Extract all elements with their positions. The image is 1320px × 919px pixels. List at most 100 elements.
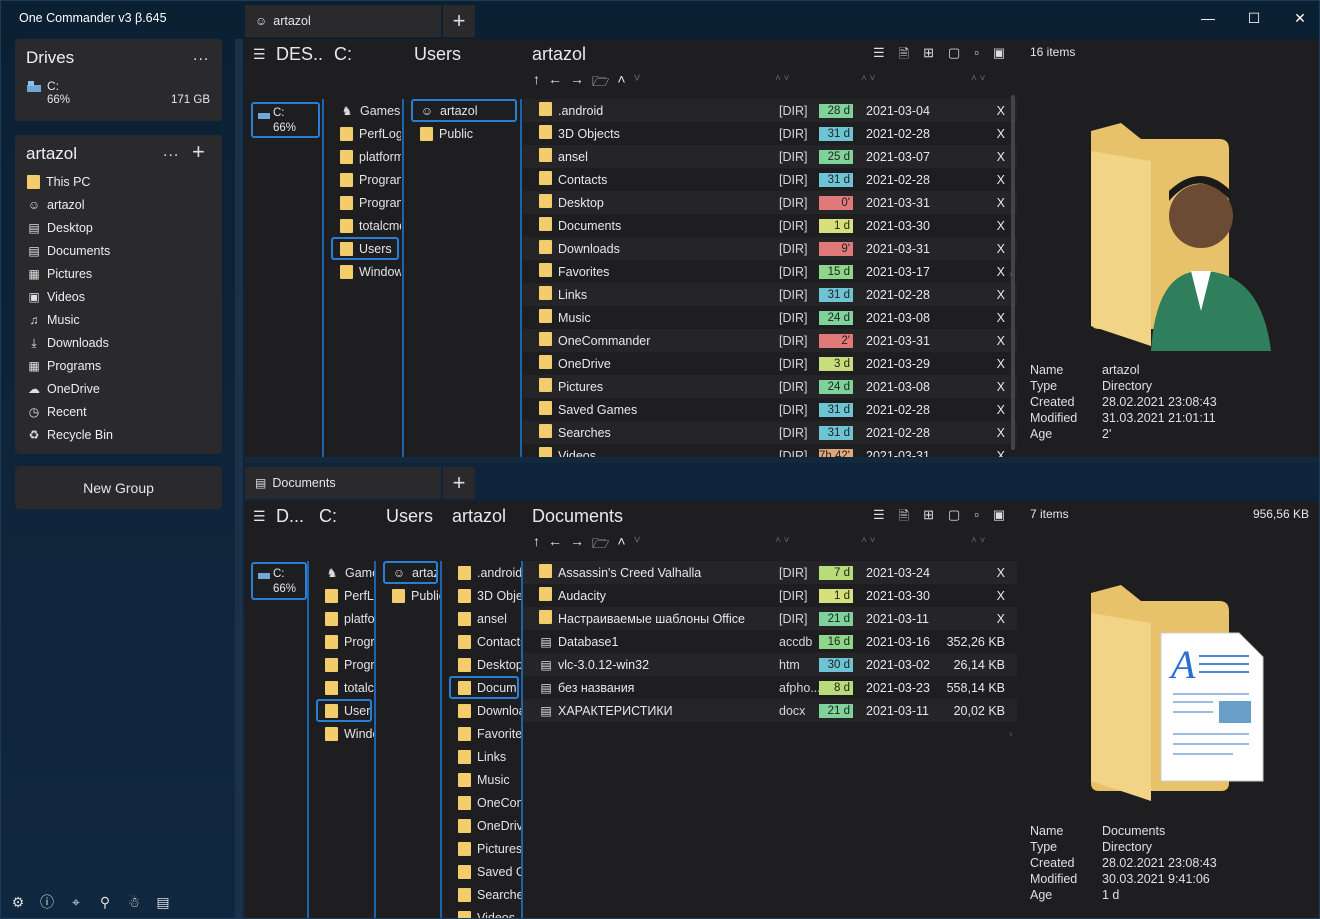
column-item[interactable]: ☺ artazol	[383, 561, 438, 584]
column-item[interactable]: Favorites	[449, 722, 521, 745]
column-item[interactable]: Program	[331, 191, 401, 214]
group-more-button[interactable]: ...	[163, 143, 180, 160]
file-row[interactable]: ▤ vlc-3.0.12-win32 htm 30 d 2021-03-02 26,14 …	[523, 653, 1017, 676]
file-row[interactable]: .android [DIR] 28 d 2021-03-04 X	[523, 99, 1017, 122]
file-row[interactable]: OneDrive [DIR] 3 d 2021-03-29 X	[523, 352, 1017, 375]
column-item[interactable]: Public	[383, 584, 440, 607]
column-item[interactable]: .android	[449, 561, 521, 584]
comment-icon[interactable]: ▫	[974, 507, 979, 522]
clipboard-icon[interactable]: ▣	[992, 45, 1006, 60]
close-button[interactable]: ✕	[1294, 9, 1306, 26]
file-row[interactable]: 3D Objects [DIR] 31 d 2021-02-28 X	[523, 122, 1017, 145]
column-item[interactable]: PerfLogs	[331, 122, 401, 145]
column-item[interactable]: PerfLogs	[316, 584, 374, 607]
group-item[interactable]: ▦ Pictures	[15, 262, 222, 285]
file-row[interactable]: Searches [DIR] 31 d 2021-02-28 X	[523, 421, 1017, 444]
hamburger-icon[interactable]: ☰	[253, 508, 266, 524]
group-item[interactable]: This PC	[15, 170, 222, 193]
clipboard-icon[interactable]: ▣	[992, 507, 1006, 522]
file-row[interactable]: Pictures [DIR] 24 d 2021-03-08 X	[523, 375, 1017, 398]
column-item[interactable]: 3D Objects	[449, 584, 521, 607]
file-row[interactable]: Favorites [DIR] 15 d 2021-03-17 X	[523, 260, 1017, 283]
drive-c[interactable]: C: 66% 171 GB	[27, 79, 212, 110]
column-item[interactable]: Desktop	[449, 653, 521, 676]
file-row[interactable]: Assassin's Creed Valhalla [DIR] 7 d 2021-03…	[523, 561, 1017, 584]
sort-down-icon[interactable]: ˅	[633, 71, 641, 85]
column-item[interactable]: Program	[316, 653, 374, 676]
file-row[interactable]: Downloads [DIR] 9' 2021-03-31 X	[523, 237, 1017, 260]
file-row[interactable]: ▤ Database1 accdb 16 d 2021-03-16 352,26 KB	[523, 630, 1017, 653]
column-item[interactable]: OneCommander	[449, 791, 521, 814]
group-item[interactable]: ▣ Videos	[15, 285, 222, 308]
column-item[interactable]: Program	[331, 168, 401, 191]
details-view-icon[interactable]: ☰	[873, 45, 885, 60]
search-icon[interactable]: ⚲	[99, 893, 111, 910]
file-row[interactable]: Links [DIR] 31 d 2021-02-28 X	[523, 283, 1017, 306]
group-item[interactable]: ♻ Recycle Bin	[15, 423, 222, 446]
drives-more-button[interactable]: ...	[193, 47, 210, 64]
column-item[interactable]: Saved Games	[449, 860, 521, 883]
minimize-button[interactable]: —	[1201, 10, 1215, 26]
group-item[interactable]: ⤓ Downloads	[15, 331, 222, 354]
settings-icon[interactable]: ⚙	[11, 893, 25, 910]
splitter-arrow-icon[interactable]: ›	[1009, 729, 1013, 740]
file-row[interactable]: Desktop [DIR] 0' 2021-03-31 X	[523, 191, 1017, 214]
comment-icon[interactable]: ▫	[974, 45, 979, 60]
tab-documents[interactable]: ▤ Documents	[245, 467, 441, 499]
forward-arrow-icon[interactable]: →	[570, 71, 584, 87]
add-tab-button[interactable]: +	[443, 5, 475, 37]
file-row[interactable]: ansel [DIR] 25 d 2021-03-07 X	[523, 145, 1017, 168]
scrollbar[interactable]	[1011, 95, 1015, 450]
type-sort-hint[interactable]: ˄ ˅	[775, 535, 790, 546]
group-item[interactable]: ▤ Documents	[15, 239, 222, 262]
column-item[interactable]: ♞ Games	[331, 99, 401, 122]
sort-down-icon[interactable]: ˅	[633, 533, 641, 547]
column-item[interactable]: ansel	[449, 607, 521, 630]
column-item[interactable]: Public	[411, 122, 519, 145]
group-item[interactable]: ☺ artazol	[15, 193, 222, 216]
column-item[interactable]: Users	[316, 699, 372, 722]
column-item[interactable]: Links	[449, 745, 521, 768]
column-item[interactable]: totalcmd	[331, 214, 401, 237]
group-item[interactable]: ☁ OneDrive	[15, 377, 222, 400]
file-row[interactable]: ▤ без названия afpho... 8 d 2021-03-23 558,14…	[523, 676, 1017, 699]
column-item[interactable]: platform	[331, 145, 401, 168]
column-item[interactable]: Contacts	[449, 630, 521, 653]
column-item[interactable]: Music	[449, 768, 521, 791]
file-row[interactable]: Contacts [DIR] 31 d 2021-02-28 X	[523, 168, 1017, 191]
splitter-arrow-icon[interactable]: ›	[1009, 269, 1013, 280]
date-sort-hint[interactable]: ˄ ˅	[861, 535, 876, 546]
drive-c-item[interactable]: C: 66%	[251, 562, 307, 600]
column-item[interactable]: OneDrive	[449, 814, 521, 837]
file-row[interactable]: Music [DIR] 24 d 2021-03-08 X	[523, 306, 1017, 329]
column-item[interactable]: Documents	[449, 676, 519, 699]
folder-nav-icon[interactable]: 🗁	[592, 73, 610, 89]
column-item[interactable]: Program	[316, 630, 374, 653]
preview-icon[interactable]: ▢	[948, 45, 961, 60]
column-item[interactable]: Users	[331, 237, 399, 260]
type-sort-hint[interactable]: ˄ ˅	[775, 73, 790, 84]
window-icon[interactable]: ▤	[156, 893, 170, 910]
column-item[interactable]: platform	[316, 607, 374, 630]
new-file-icon[interactable]: 🗎	[898, 508, 910, 523]
column-item[interactable]: ♞ Games	[316, 561, 374, 584]
date-sort-hint[interactable]: ˄ ˅	[861, 73, 876, 84]
file-row[interactable]: ▤ ХАРАКТЕРИСТИКИ docx 21 d 2021-03-11 20,02 K…	[523, 699, 1017, 722]
new-folder-icon[interactable]: ⊞	[923, 45, 935, 60]
size-sort-hint[interactable]: ˄ ˅	[971, 73, 986, 84]
up-arrow-icon[interactable]: ↑	[533, 533, 540, 549]
column-item[interactable]: Windows	[331, 260, 401, 283]
column-item[interactable]: Pictures	[449, 837, 521, 860]
back-arrow-icon[interactable]: ←	[548, 533, 562, 549]
file-row[interactable]: Documents [DIR] 1 d 2021-03-30 X	[523, 214, 1017, 237]
back-arrow-icon[interactable]: ←	[548, 71, 562, 87]
sort-up-icon[interactable]: ˄	[617, 71, 626, 87]
up-arrow-icon[interactable]: ↑	[533, 71, 540, 87]
file-row[interactable]: Saved Games [DIR] 31 d 2021-02-28 X	[523, 398, 1017, 421]
group-add-button[interactable]: +	[192, 139, 205, 164]
hamburger-icon[interactable]: ☰	[253, 46, 266, 62]
group-item[interactable]: ▦ Programs	[15, 354, 222, 377]
column-item[interactable]: Searches	[449, 883, 521, 906]
file-row[interactable]: Audacity [DIR] 1 d 2021-03-30 X	[523, 584, 1017, 607]
sort-up-icon[interactable]: ˄	[617, 533, 626, 549]
